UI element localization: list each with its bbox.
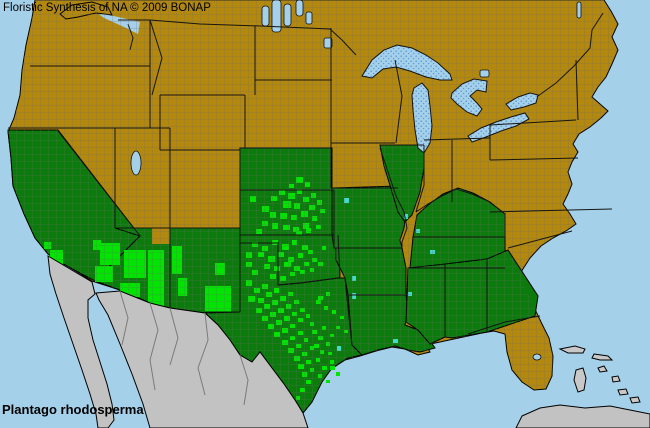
- canadian-lake: [261, 5, 270, 27]
- region-cuba: [515, 404, 650, 428]
- great-salt-lake: [130, 150, 142, 176]
- lake-michigan: [411, 82, 433, 154]
- state-borders: [8, 19, 613, 346]
- lake-of-the-woods: [323, 37, 333, 49]
- bahama-island: [611, 375, 621, 383]
- lake-ontario: [505, 92, 539, 111]
- lake-huron: [450, 78, 488, 117]
- lake-okeechobee: [532, 353, 542, 361]
- species-name-label: Plantago rhodosperma: [2, 402, 144, 417]
- bahama-island: [558, 345, 586, 354]
- mexico-state-lines: [119, 290, 249, 406]
- small-lakes-layer: [130, 0, 582, 361]
- canadian-lake: [305, 11, 313, 25]
- bahamas-islands: [558, 345, 641, 404]
- present-county-dot: [336, 372, 340, 376]
- great-lakes-layer: [361, 44, 539, 154]
- bahama-island: [573, 367, 587, 393]
- bahama-island: [629, 396, 641, 404]
- international-borders: [118, 12, 604, 97]
- lake-superior: [361, 44, 453, 81]
- outside-area-layer: [47, 255, 650, 428]
- bahama-island: [617, 388, 629, 396]
- bahama-island: [597, 365, 608, 373]
- canadian-lake: [295, 0, 304, 17]
- present-county-dot: [326, 380, 330, 383]
- map-title: Floristic Synthesis of NA © 2009 BONAP: [3, 2, 211, 14]
- bahama-island: [591, 353, 614, 361]
- lake-champlain: [576, 1, 582, 19]
- region-mexico-mainland: [95, 290, 309, 428]
- ottawa-river-lake: [479, 69, 490, 78]
- region-baja-california: [47, 255, 115, 428]
- canadian-lake: [283, 3, 292, 27]
- lake-winnipeg: [271, 0, 282, 33]
